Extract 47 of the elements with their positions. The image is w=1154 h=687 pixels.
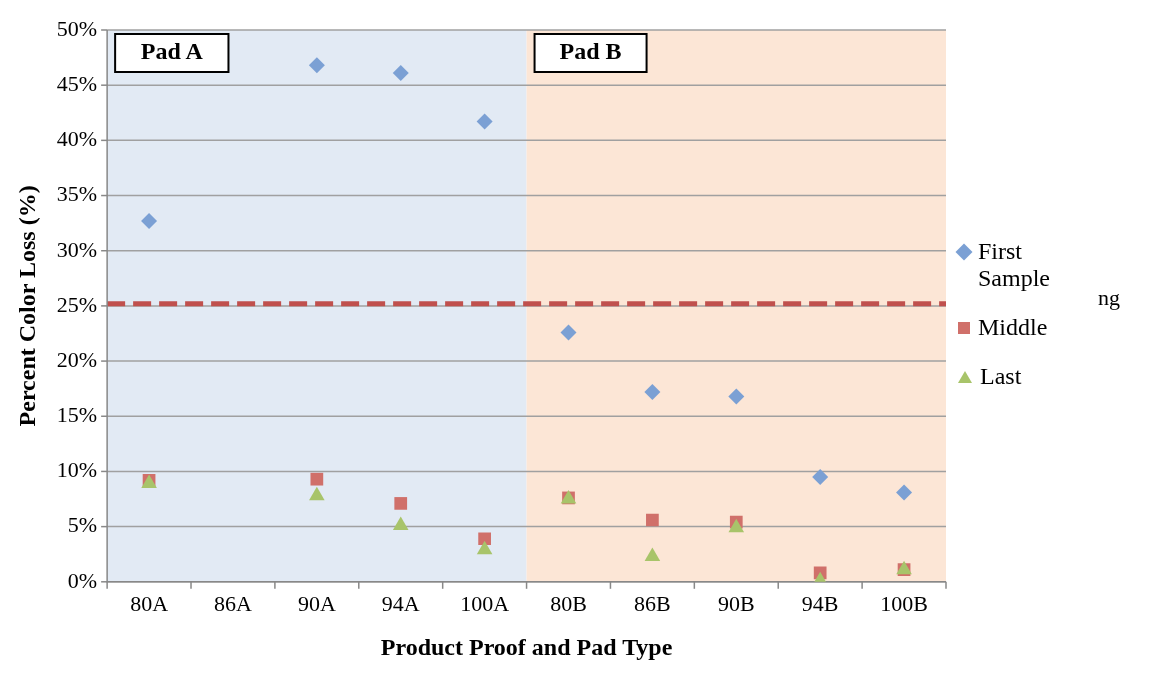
point: [644, 547, 661, 561]
y-tick-label: 0%: [67, 567, 98, 593]
y-tick-label: 15%: [56, 402, 98, 428]
x-tick-label: 80A: [130, 590, 169, 616]
point: [644, 383, 661, 400]
legend-label: Last: [980, 363, 1022, 390]
band-label: Pad A: [140, 38, 204, 65]
y-tick-label: 10%: [56, 457, 98, 483]
x-tick-label: 86B: [634, 590, 671, 616]
x-tick-label: 94B: [801, 590, 839, 616]
point: [392, 516, 409, 531]
x-tick-label: 80B: [550, 590, 587, 616]
x-tick-label: 90B: [717, 590, 755, 616]
y-tick-label: 40%: [56, 126, 98, 152]
point: [560, 324, 577, 341]
point: [141, 212, 158, 229]
y-tick-label: 5%: [67, 512, 98, 538]
point: [394, 497, 408, 510]
point: [896, 484, 913, 501]
legend-label: First Sample: [978, 238, 1051, 292]
y-tick-label: 20%: [56, 346, 98, 372]
point: [476, 540, 493, 555]
legend-label: Middle: [978, 314, 1048, 341]
y-tick-label: 25%: [56, 291, 98, 317]
point: [812, 468, 829, 485]
x-tick-label: 94A: [381, 590, 420, 616]
x-tick-label: 86A: [214, 590, 253, 616]
x-tick-label: 100B: [880, 590, 928, 616]
point: [646, 513, 659, 527]
text: ng: [1098, 285, 1120, 311]
point: [476, 113, 493, 130]
y-tick-label: 35%: [56, 181, 98, 207]
point: [309, 486, 325, 501]
x-tick-label: 100A: [460, 590, 510, 616]
point: [392, 65, 409, 82]
x-axis-title: Product Proof and Pad Type: [380, 633, 673, 660]
y-axis-title: Percent Color Loss (%): [13, 185, 40, 427]
point: [728, 518, 745, 533]
point: [478, 532, 491, 546]
point: [308, 57, 325, 74]
y-tick-label: 45%: [56, 70, 98, 96]
x-tick-label: 90A: [297, 590, 336, 616]
band-label: Pad B: [559, 38, 622, 65]
point: [728, 388, 745, 405]
point: [310, 472, 324, 486]
y-tick-label: 50%: [56, 15, 98, 41]
y-tick-label: 30%: [56, 236, 98, 262]
